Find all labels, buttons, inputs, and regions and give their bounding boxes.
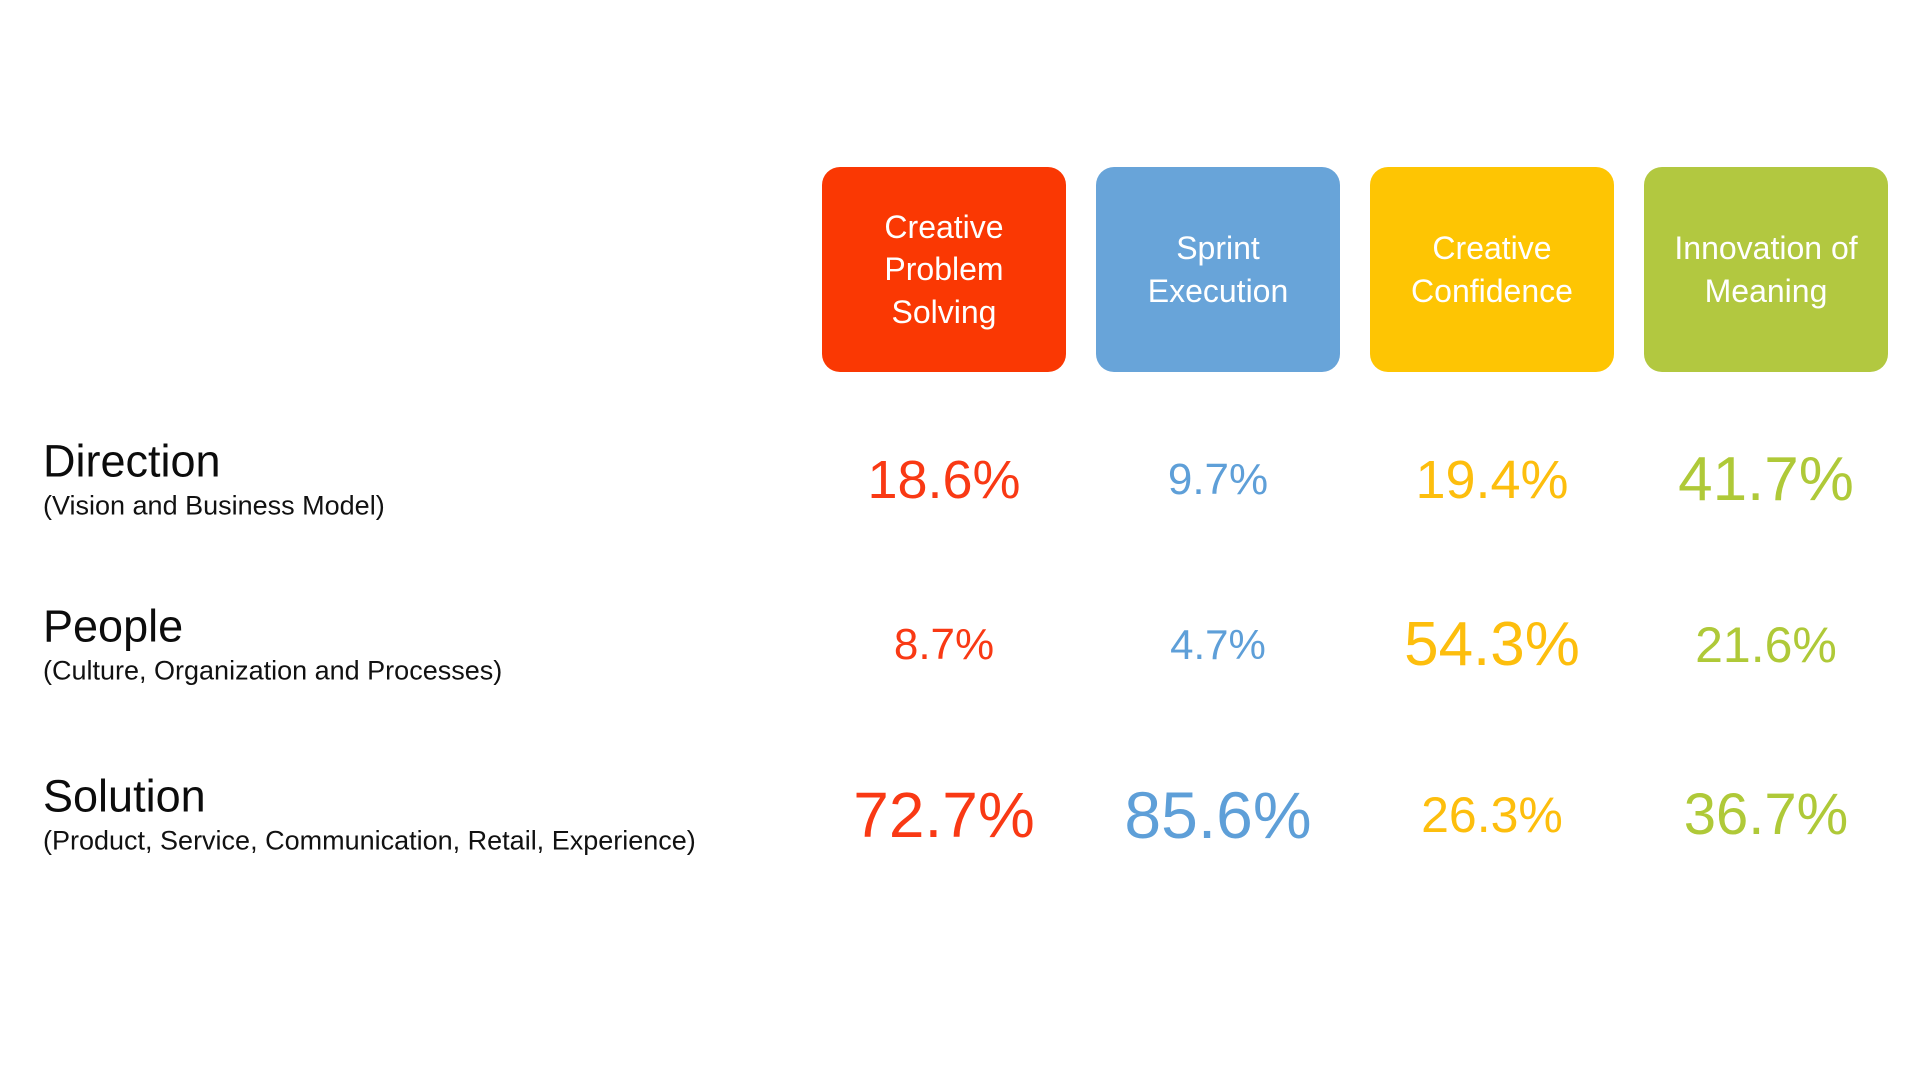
row-cells: 72.7% 85.6% 26.3% 36.7% <box>822 735 1888 895</box>
column-header-label: Innovation of Meaning <box>1674 230 1858 309</box>
value-cell-people-creative-problem-solving: 8.7% <box>893 620 995 669</box>
row-subtitle: (Culture, Organization and Processes) <box>43 655 503 686</box>
row-title: Direction <box>43 435 221 487</box>
row-cells: 8.7% 4.7% 54.3% 21.6% <box>822 565 1888 725</box>
value-cell-solution-sprint-execution: 85.6% <box>1124 778 1312 852</box>
value-cell-solution-creative-confidence: 26.3% <box>1421 787 1563 843</box>
value-cell-solution-creative-problem-solving: 72.7% <box>853 779 1035 851</box>
column-header-label: Creative Confidence <box>1411 230 1573 309</box>
table-row-solution: Solution (Product, Service, Communicatio… <box>0 735 1920 895</box>
column-header-innovation-of-meaning: Innovation of Meaning <box>1644 167 1888 372</box>
row-cells: 18.6% 9.7% 19.4% 41.7% <box>822 400 1888 560</box>
row-label-solution: Solution (Product, Service, Communicatio… <box>43 771 803 858</box>
column-header-creative-confidence: Creative Confidence <box>1370 167 1614 372</box>
table-row-people: People (Culture, Organization and Proces… <box>0 565 1920 725</box>
row-title: Solution <box>43 770 206 822</box>
value-cell-direction-creative-confidence: 19.4% <box>1415 450 1569 510</box>
row-title: People <box>43 600 184 652</box>
column-header-creative-problem-solving: Creative Problem Solving <box>822 167 1066 372</box>
value-cell-people-creative-confidence: 54.3% <box>1404 610 1580 679</box>
table-row-direction: Direction (Vision and Business Model) 18… <box>0 400 1920 560</box>
row-subtitle: (Product, Service, Communication, Retail… <box>43 825 696 856</box>
value-cell-solution-innovation-of-meaning: 36.7% <box>1683 782 1849 847</box>
value-cell-direction-innovation-of-meaning: 41.7% <box>1678 445 1854 514</box>
row-label-direction: Direction (Vision and Business Model) <box>43 436 803 523</box>
column-header-label: Sprint Execution <box>1147 230 1289 309</box>
value-cell-direction-creative-problem-solving: 18.6% <box>867 450 1021 510</box>
column-headers: Creative Problem Solving Sprint Executio… <box>822 167 1888 372</box>
column-header-label: Creative Problem Solving <box>884 209 1004 330</box>
value-cell-people-sprint-execution: 4.7% <box>1170 621 1266 668</box>
row-label-people: People (Culture, Organization and Proces… <box>43 601 803 688</box>
row-subtitle: (Vision and Business Model) <box>43 490 385 521</box>
value-cell-direction-sprint-execution: 9.7% <box>1167 455 1269 504</box>
column-header-sprint-execution: Sprint Execution <box>1096 167 1340 372</box>
value-cell-people-innovation-of-meaning: 21.6% <box>1695 617 1837 673</box>
